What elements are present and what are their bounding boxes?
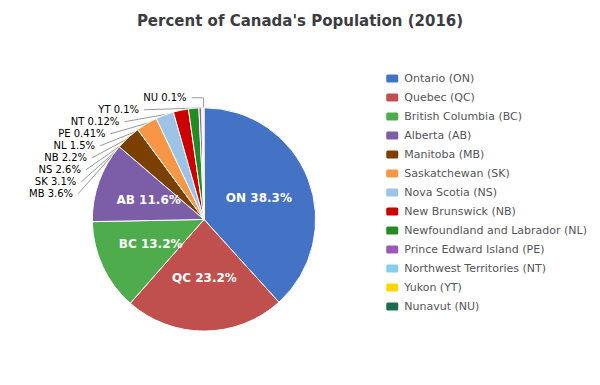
svg-text:Saskatchewan (SK): Saskatchewan (SK) bbox=[404, 167, 509, 180]
svg-text:QC 23.2%: QC 23.2% bbox=[172, 271, 237, 285]
svg-text:AB 11.6%: AB 11.6% bbox=[117, 193, 181, 207]
svg-text:British Columbia (BC): British Columbia (BC) bbox=[404, 110, 522, 123]
svg-text:YT 0.1%: YT 0.1% bbox=[97, 104, 139, 115]
svg-text:Northwest Territories (NT): Northwest Territories (NT) bbox=[404, 262, 546, 275]
svg-text:Prince Edward Island (PE): Prince Edward Island (PE) bbox=[404, 243, 544, 256]
svg-text:NT 0.12%: NT 0.12% bbox=[71, 116, 120, 127]
svg-text:Yukon (YT): Yukon (YT) bbox=[403, 281, 462, 294]
svg-text:Percent of Canada's Population: Percent of Canada's Population (2016) bbox=[137, 12, 463, 30]
svg-text:Manitoba (MB): Manitoba (MB) bbox=[404, 148, 484, 161]
svg-text:Newfoundland and Labrador (NL): Newfoundland and Labrador (NL) bbox=[404, 224, 587, 237]
svg-text:NL 1.5%: NL 1.5% bbox=[53, 140, 95, 151]
svg-text:PE 0.41%: PE 0.41% bbox=[58, 128, 105, 139]
svg-text:Alberta (AB): Alberta (AB) bbox=[404, 129, 471, 142]
svg-text:Ontario (ON): Ontario (ON) bbox=[404, 72, 474, 85]
svg-text:MB 3.6%: MB 3.6% bbox=[29, 188, 73, 199]
svg-text:SK 3.1%: SK 3.1% bbox=[35, 176, 77, 187]
svg-text:Nova Scotia (NS): Nova Scotia (NS) bbox=[404, 186, 497, 199]
svg-text:Quebec (QC): Quebec (QC) bbox=[404, 91, 475, 104]
svg-text:BC 13.2%: BC 13.2% bbox=[119, 237, 183, 251]
svg-text:NU 0.1%: NU 0.1% bbox=[143, 92, 186, 103]
svg-text:New Brunswick (NB): New Brunswick (NB) bbox=[404, 205, 516, 218]
svg-text:NB 2.2%: NB 2.2% bbox=[44, 152, 87, 163]
svg-text:Nunavut (NU): Nunavut (NU) bbox=[404, 300, 479, 313]
svg-text:ON 38.3%: ON 38.3% bbox=[226, 191, 292, 205]
svg-text:NS 2.6%: NS 2.6% bbox=[38, 164, 80, 175]
